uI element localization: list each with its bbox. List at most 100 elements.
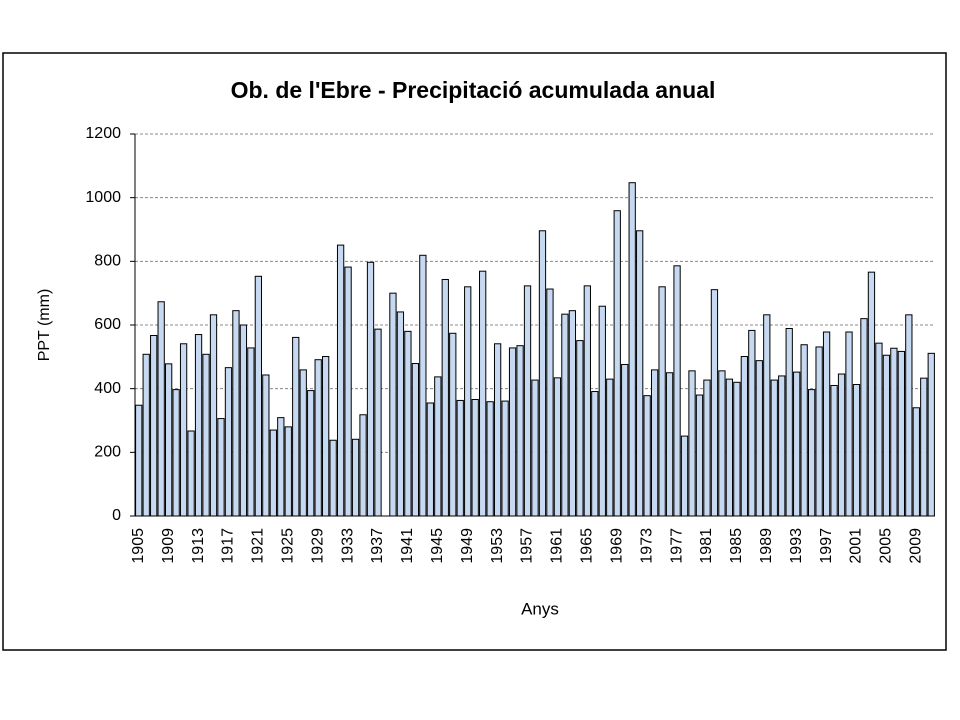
y-tick-label: 200 <box>94 444 121 461</box>
bar <box>837 373 846 517</box>
bar <box>374 328 382 517</box>
bar <box>658 286 666 517</box>
bar <box>217 418 225 517</box>
x-tick-label: 1993 <box>788 528 805 564</box>
x-tick-label: 1909 <box>160 528 177 564</box>
bar <box>314 359 322 517</box>
bar <box>591 391 599 517</box>
bar <box>366 261 375 517</box>
y-tick-label: 0 <box>112 507 121 524</box>
bar <box>135 404 143 517</box>
bar <box>479 270 487 517</box>
x-tick-label: 1957 <box>519 528 536 564</box>
bar <box>882 354 891 517</box>
bar <box>561 313 569 517</box>
bar <box>785 328 793 517</box>
bar <box>411 363 420 517</box>
bar <box>396 311 405 517</box>
x-tick-label: 2009 <box>908 528 925 564</box>
x-tick-label: 1949 <box>459 528 476 564</box>
bar <box>680 435 689 517</box>
x-tick-label: 1965 <box>579 528 596 564</box>
bar <box>389 292 397 517</box>
bar <box>202 353 210 517</box>
bar <box>927 352 935 517</box>
bar <box>142 353 150 517</box>
x-tick-label: 1921 <box>250 528 267 564</box>
bar <box>606 378 614 517</box>
bar <box>778 375 786 517</box>
y-tick-label: 600 <box>94 316 121 333</box>
bar <box>501 400 509 517</box>
bar <box>665 372 674 517</box>
x-axis-label: Anys <box>521 599 559 618</box>
bar <box>650 369 659 517</box>
bar <box>748 329 756 517</box>
x-tick-label: 1973 <box>638 528 655 564</box>
x-tick-label: 1969 <box>608 528 625 564</box>
bar <box>404 330 412 517</box>
y-tick-label: 400 <box>94 380 121 397</box>
bar <box>292 336 300 517</box>
bar <box>508 347 517 517</box>
bar <box>875 342 883 517</box>
bar <box>247 347 255 517</box>
bar <box>860 318 868 517</box>
x-tick-label: 1953 <box>489 528 506 564</box>
chart-title: Ob. de l'Ebre - Precipitació acumulada a… <box>231 77 716 103</box>
bar <box>441 278 449 517</box>
bar <box>336 244 345 517</box>
x-tick-label: 1981 <box>698 528 715 564</box>
bar <box>344 266 352 517</box>
bar <box>329 439 337 517</box>
bar <box>703 379 711 517</box>
bar <box>359 414 367 517</box>
bar <box>598 305 606 517</box>
bar <box>254 275 263 517</box>
bar <box>621 363 629 517</box>
bar <box>523 285 532 517</box>
bar <box>299 369 307 517</box>
bar <box>815 346 823 517</box>
bar <box>912 407 920 517</box>
bar <box>150 335 158 517</box>
bar <box>740 356 748 517</box>
bar <box>172 389 180 517</box>
bar <box>905 314 913 517</box>
bar <box>553 377 562 517</box>
x-tick-label: 1985 <box>728 528 745 564</box>
bar <box>262 374 270 517</box>
x-tick-label: 1961 <box>549 528 566 564</box>
bar <box>232 310 240 517</box>
bar <box>322 356 330 517</box>
y-axis-label: PPT (mm) <box>36 289 53 362</box>
y-tick-label: 1200 <box>85 125 121 142</box>
bar <box>718 370 726 517</box>
bar <box>419 254 427 517</box>
bar <box>277 417 285 517</box>
bar <box>224 367 233 517</box>
bar <box>613 210 621 517</box>
x-tick-label: 1933 <box>339 528 356 564</box>
bar <box>284 426 292 517</box>
bar <box>531 379 539 517</box>
bar <box>486 401 494 517</box>
bar <box>673 265 681 517</box>
bar <box>351 438 360 517</box>
x-tick-label: 1989 <box>758 528 775 564</box>
bar <box>165 363 173 517</box>
bar <box>516 345 524 517</box>
bar <box>568 310 577 517</box>
bar <box>209 314 218 517</box>
x-tick-label: 2005 <box>878 528 895 564</box>
bar <box>269 429 277 517</box>
bar <box>800 344 808 517</box>
bar <box>643 395 651 517</box>
bar <box>426 402 434 517</box>
bar <box>830 384 838 517</box>
bar <box>576 340 584 517</box>
bar <box>710 289 719 517</box>
bar <box>179 343 188 517</box>
x-tick-label: 1941 <box>399 528 416 564</box>
